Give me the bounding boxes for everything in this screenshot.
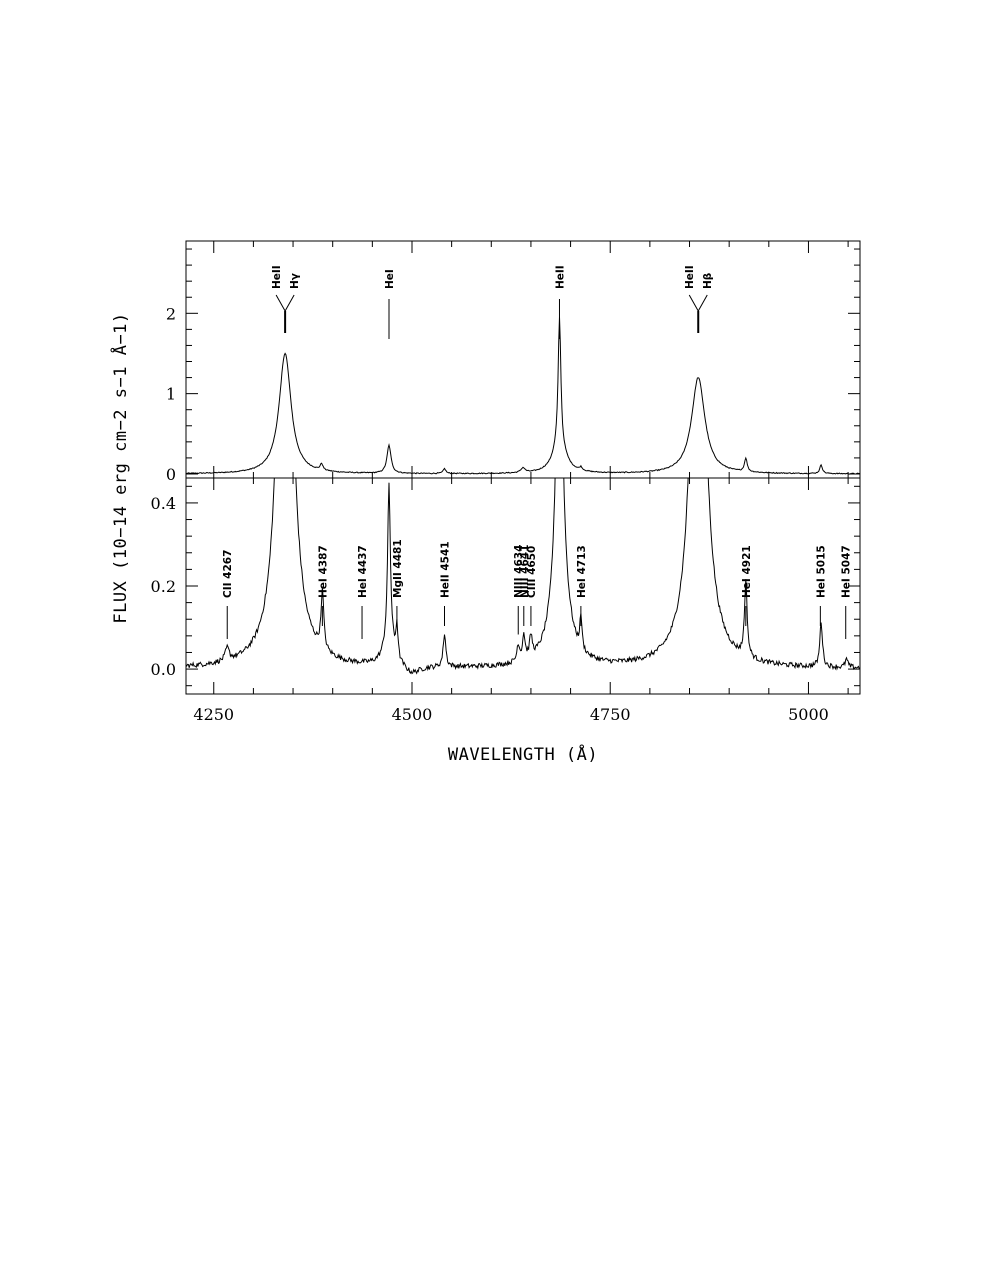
y-axis-title: FLUX (10−14 erg cm−2 s−1 Å−1) [109, 312, 131, 623]
line-label: HeI 4437 [357, 545, 369, 598]
line-label: HeI 5015 [815, 545, 827, 598]
line-label: HeI [384, 269, 396, 289]
y-tick-label: 0.2 [151, 577, 176, 596]
annotation-line [688, 294, 699, 312]
y-tick-label: 0 [166, 465, 176, 484]
line-label: HeI 4921 [741, 545, 753, 598]
x-tick-label: 4750 [590, 705, 631, 724]
axes-layer: 0 1 2 0.0 0.2 0.4 4250 4500 4750 5000 [151, 240, 861, 724]
line-label: HeII [554, 265, 566, 289]
x-tick-label: 4250 [193, 705, 234, 724]
line-label: NIII 4634 [513, 545, 525, 598]
x-axis-title: WAVELENGTH (Å) [448, 743, 598, 765]
line-label: HeII [271, 265, 283, 289]
line-label: CIII 4650 [526, 546, 538, 598]
line-label: Hγ [289, 273, 301, 289]
line-label: HeII [684, 265, 696, 289]
spectrum-line-top [186, 317, 860, 475]
annotation-line [697, 294, 708, 312]
y-tick-label: 2 [166, 304, 176, 323]
line-label: HeI 5047 [841, 545, 853, 598]
line-label: HeII 4541 [439, 541, 451, 598]
annotation-layer: HeII Hγ HeI HeII HeII Hβ CII 4267 HeI 4387 HeI 4… [222, 265, 853, 639]
spectrum-line-bottom [186, 478, 860, 675]
x-tick-label: 5000 [788, 705, 829, 724]
line-label: Hβ [702, 272, 714, 289]
line-label: CII 4267 [222, 550, 234, 598]
y-tick-label: 0.0 [151, 660, 176, 679]
annotation-line [275, 294, 286, 312]
x-tick-label: 4500 [392, 705, 433, 724]
line-label: HeI 4387 [317, 545, 329, 598]
data-layer [186, 317, 860, 675]
y-tick-label: 0.4 [151, 494, 176, 513]
line-label: MgII 4481 [392, 539, 404, 598]
line-label: HeI 4713 [576, 545, 588, 598]
line-label: NIII 4641 [519, 545, 531, 598]
annotation-line [284, 294, 295, 312]
y-tick-label: 1 [166, 385, 176, 404]
